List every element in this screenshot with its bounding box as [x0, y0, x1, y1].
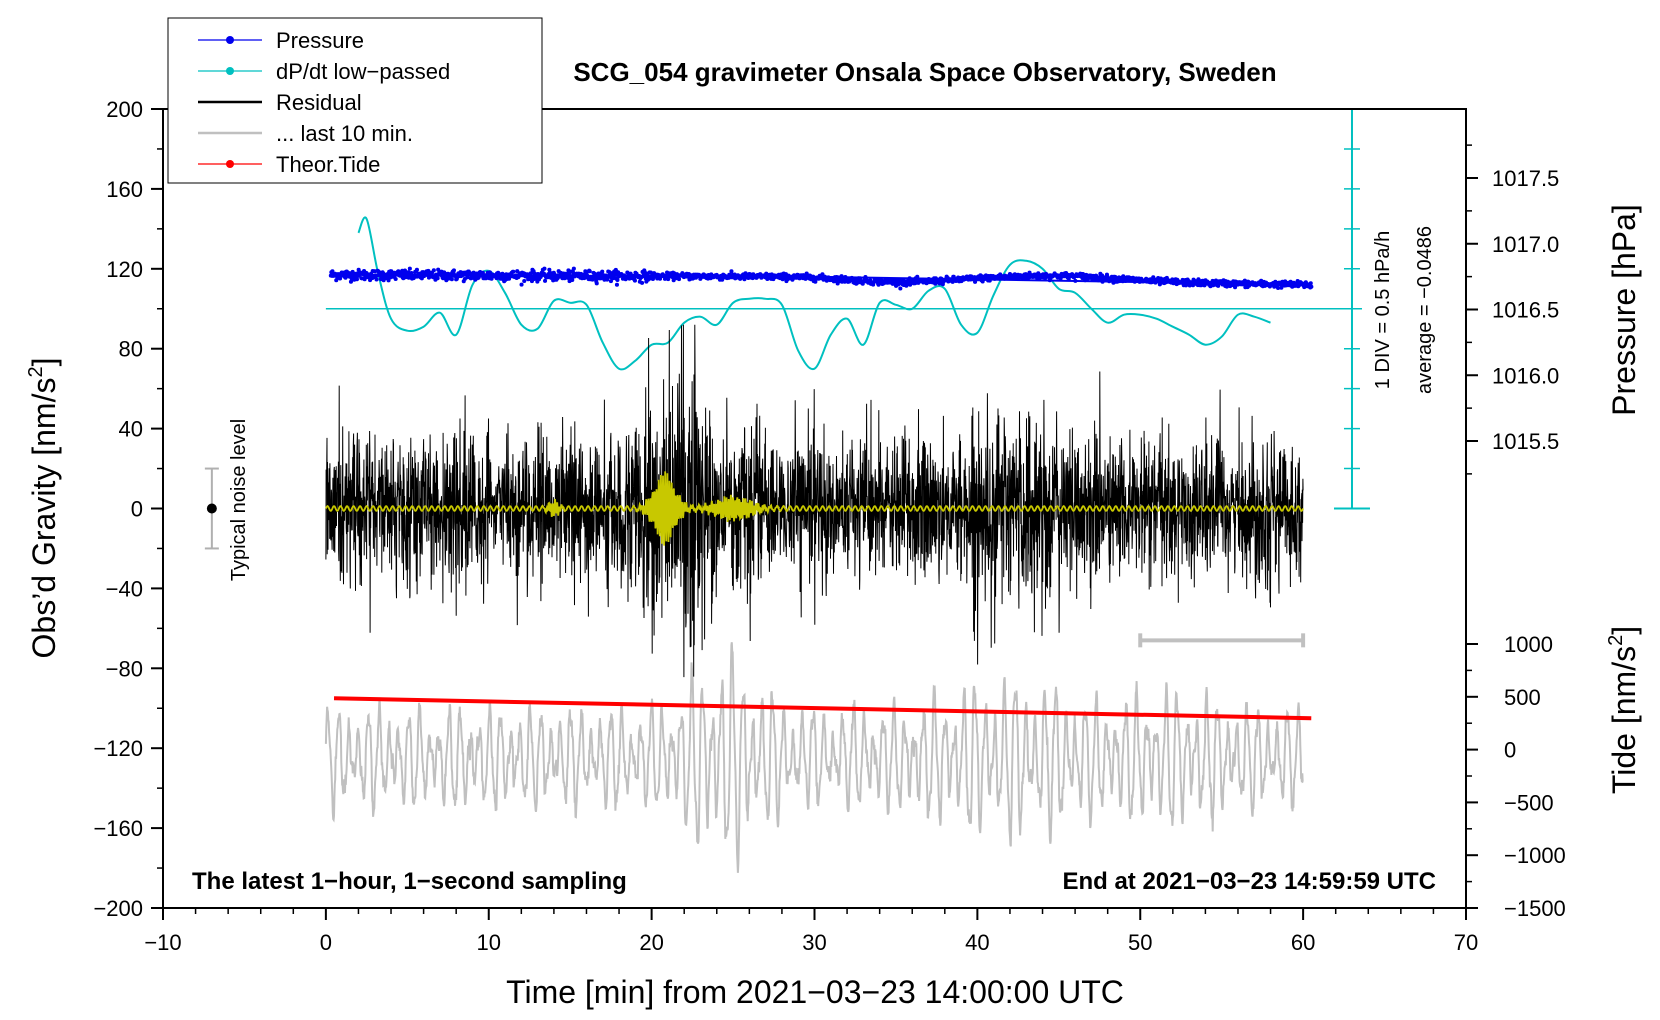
legend-label: ... last 10 min.	[276, 121, 413, 146]
pressure-tick-label: 1015.5	[1492, 429, 1559, 454]
x-tick-label: 30	[802, 930, 826, 955]
x-tick-label: 20	[639, 930, 663, 955]
lowpass-series	[325, 471, 1304, 546]
pressure-points	[328, 266, 1314, 291]
legend: Pressure dP/dt low−passed Residual ... last…	[167, 17, 543, 184]
y-tick-label: 80	[119, 337, 143, 362]
x-axis-ticks: −10 0 10 20 30 40 50 60 70	[144, 908, 1478, 955]
y-axis-ticks: 200 160 120 80 40 0 −40 −80 −120 −160 −200	[93, 97, 163, 921]
tide-tick-label: −1000	[1504, 843, 1566, 868]
legend-entry: Theor.Tide	[198, 152, 380, 177]
pressure-axis-title: Pressure [hPa]	[1606, 204, 1642, 416]
x-tick-label: 50	[1128, 930, 1152, 955]
annotation-sampling: The latest 1−hour, 1−second sampling	[192, 868, 627, 895]
legend-entry: Residual	[198, 90, 362, 115]
chart-title: SCG_054 gravimeter Onsala Space Observat…	[573, 57, 1276, 87]
x-tick-label: 40	[965, 930, 989, 955]
pressure-trend	[330, 273, 1312, 286]
pressure-tick-label: 1017.0	[1492, 232, 1559, 257]
legend-entry: dP/dt low−passed	[198, 59, 450, 84]
legend-swatch-dot	[226, 160, 234, 168]
y-tick-label: −120	[93, 736, 143, 761]
y-tick-label: 120	[106, 257, 143, 282]
tide-tick-label: 0	[1504, 738, 1516, 763]
dpdt-line	[357, 216, 1271, 371]
x-tick-label: 0	[320, 930, 332, 955]
legend-swatch-dot	[226, 67, 234, 75]
tide-series	[333, 696, 1312, 721]
y-tick-label: 0	[131, 497, 143, 522]
dpdt-series	[357, 216, 1271, 371]
pressure-tick-label: 1016.5	[1492, 298, 1559, 323]
residual-line	[325, 324, 1304, 678]
dpdt-average-label: average = −0.0486	[1414, 226, 1436, 394]
noise-bar-dot	[206, 503, 217, 514]
y-axis-title: Obs’d Gravity [nm/s2]	[25, 358, 62, 659]
x-tick-label: 70	[1454, 930, 1478, 955]
x-tick-label: −10	[144, 930, 181, 955]
dpdt-scale-label: 1 DIV = 0.5 hPa/h	[1372, 231, 1394, 389]
legend-label: Residual	[276, 90, 362, 115]
legend-label: Pressure	[276, 28, 364, 53]
tide-tick-label: 1000	[1504, 632, 1553, 657]
legend-entry: Pressure	[198, 28, 364, 53]
legend-box	[167, 17, 543, 184]
legend-swatch-dot	[226, 36, 234, 44]
tide-line	[333, 696, 1312, 721]
tide-tick-label: 500	[1504, 685, 1541, 710]
pressure-tick-label: 1017.5	[1492, 166, 1559, 191]
tide-axis-ticks: 1000 500 0 −500 −1000 −1500	[1466, 632, 1566, 921]
tide-tick-label: −500	[1504, 790, 1554, 815]
tide-axis-title: Tide [nm/s2]	[1605, 626, 1642, 794]
legend-entry: ... last 10 min.	[198, 121, 413, 146]
tide-tick-label: −1500	[1504, 896, 1566, 921]
noise-level-label: Typical noise level	[228, 419, 250, 581]
legend-label: Theor.Tide	[276, 152, 380, 177]
pressure-tick-label: 1016.0	[1492, 363, 1559, 388]
y-tick-label: −200	[93, 896, 143, 921]
x-tick-label: 10	[477, 930, 501, 955]
y-tick-label: −160	[93, 816, 143, 841]
residual-series	[325, 324, 1304, 678]
pressure-series	[328, 266, 1314, 291]
x-axis-title: Time [min] from 2021−03−23 14:00:00 UTC	[506, 974, 1124, 1010]
lowpass-line	[325, 471, 1304, 546]
y-tick-label: 40	[119, 417, 143, 442]
x-tick-label: 60	[1291, 930, 1315, 955]
legend-label: dP/dt low−passed	[276, 59, 450, 84]
annotation-marks	[204, 467, 1306, 648]
last10-series	[324, 642, 1304, 873]
y-tick-label: 160	[106, 177, 143, 202]
annotation-end-time: End at 2021−03−23 14:59:59 UTC	[1062, 868, 1436, 895]
pressure-axis-ticks: 1017.5 1017.0 1016.5 1016.0 1015.5	[1466, 144, 1559, 475]
last10-line	[324, 642, 1304, 873]
y-tick-label: −40	[106, 576, 143, 601]
y-tick-label: 200	[106, 97, 143, 122]
y-tick-label: −80	[106, 656, 143, 681]
legend-entries: Pressure dP/dt low−passed Residual ... last…	[198, 28, 450, 177]
